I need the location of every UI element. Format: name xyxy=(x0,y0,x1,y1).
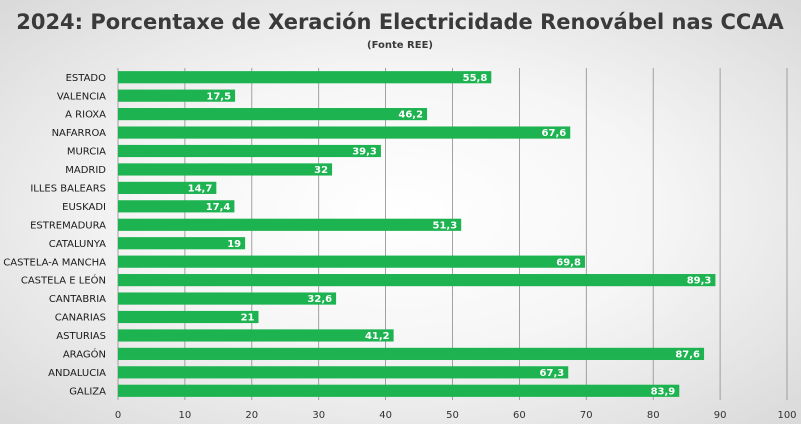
category-label: CANTABRIA xyxy=(49,294,106,305)
bar xyxy=(118,89,236,102)
x-axis-ticks: 0 10 20 30 40 50 60 70 80 90 100 xyxy=(115,410,797,421)
category-label: CASTELA E LEÓN xyxy=(21,274,106,287)
bar xyxy=(118,144,381,158)
category-label: ARAGÓN xyxy=(63,347,106,360)
category-label: ILLES BALEARS xyxy=(30,183,106,194)
category-label: ANDALUCIA xyxy=(48,368,106,379)
category-label: CASTELA-A MANCHA xyxy=(3,257,106,268)
grid xyxy=(117,68,788,400)
bar xyxy=(118,329,394,342)
bar-value-label: 87,6 xyxy=(675,349,700,360)
x-tick-label: 60 xyxy=(513,410,526,421)
bar-value-label: 32 xyxy=(314,165,328,176)
bar xyxy=(118,218,462,231)
category-label: VALENCIA xyxy=(57,91,106,102)
x-tick-label: 50 xyxy=(446,410,459,421)
chart-subtitle: (Fonte REE) xyxy=(367,40,433,51)
bar xyxy=(118,237,246,250)
bar-value-label: 14,7 xyxy=(188,183,213,194)
x-tick-label: 20 xyxy=(245,410,258,421)
category-label: NAFARROA xyxy=(52,128,107,139)
bar-value-label: 51,3 xyxy=(433,220,458,231)
category-label: EUSKADI xyxy=(62,202,106,213)
x-tick-label: 40 xyxy=(379,410,392,421)
bar xyxy=(118,108,428,121)
bar-value-label: 21 xyxy=(241,313,255,324)
bar-value-label: 67,3 xyxy=(540,368,565,379)
x-tick-label: 10 xyxy=(179,410,192,421)
bar-value-label: 41,2 xyxy=(365,331,390,342)
bar-value-label: 17,4 xyxy=(206,202,231,213)
bar xyxy=(118,71,492,84)
x-tick-label: 90 xyxy=(714,410,727,421)
category-label: MURCIA xyxy=(67,147,106,158)
bar-value-label: 17,5 xyxy=(206,91,231,102)
bar xyxy=(118,366,569,379)
x-tick-label: 30 xyxy=(312,410,325,421)
x-tick-label: 70 xyxy=(580,410,593,421)
bar-value-label: 32,6 xyxy=(307,294,332,305)
category-label: CATALUNYA xyxy=(49,239,106,250)
chart-title: 2024: Porcentaxe de Xeración Electricida… xyxy=(16,10,784,34)
category-label: A RIOXA xyxy=(65,110,106,121)
bar xyxy=(118,126,571,139)
x-tick-label: 100 xyxy=(777,410,796,421)
bar xyxy=(118,292,337,305)
bar xyxy=(118,181,217,194)
category-label: GALIZA xyxy=(69,386,106,397)
bar-value-label: 89,3 xyxy=(687,276,712,287)
bar xyxy=(118,310,259,324)
bar-value-label: 55,8 xyxy=(463,73,488,84)
bar xyxy=(118,274,716,287)
category-label: ASTURIAS xyxy=(56,331,106,342)
bar-value-label: 39,3 xyxy=(352,147,377,158)
x-tick-label: 80 xyxy=(647,410,660,421)
bar-value-label: 19 xyxy=(227,239,241,250)
bar-value-label: 46,2 xyxy=(398,110,423,121)
bar-value-label: 83,9 xyxy=(651,386,676,397)
category-label: MADRID xyxy=(65,165,106,176)
bar xyxy=(118,200,235,213)
category-label: ESTADO xyxy=(66,73,107,84)
category-label: CANARIAS xyxy=(55,313,106,324)
bars: 55,8 17,5 46,2 67,6 39,3 32 14,7 17,4 51,3 19 69,8… xyxy=(118,71,716,397)
bar xyxy=(118,384,680,397)
category-labels: ESTADO VALENCIA A RIOXA NAFARROA MURCIA MADRI… xyxy=(3,73,106,398)
bar xyxy=(118,347,705,360)
bar-value-label: 69,8 xyxy=(556,257,581,268)
x-tick-label: 0 xyxy=(115,410,121,421)
bar xyxy=(118,255,585,268)
bar xyxy=(118,163,333,176)
bar-value-label: 67,6 xyxy=(542,128,567,139)
category-label: ESTREMADURA xyxy=(30,220,106,231)
